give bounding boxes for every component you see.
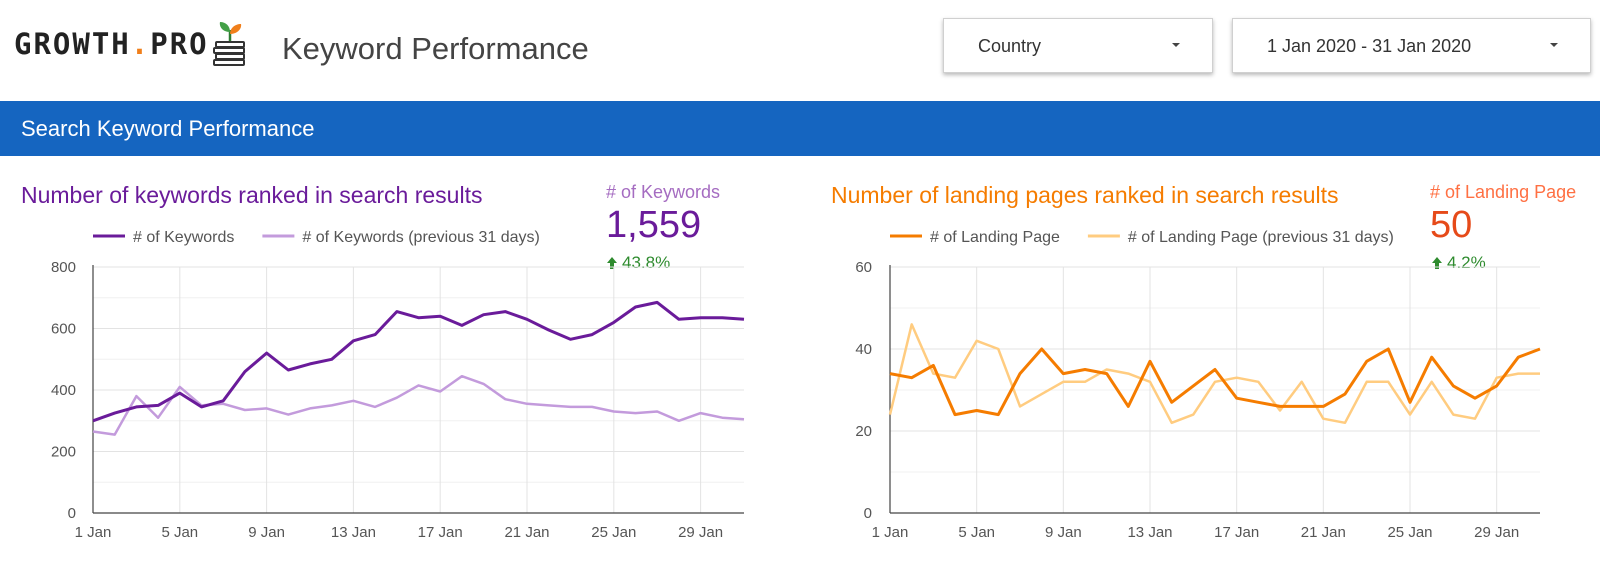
- y-tick-label: 0: [68, 505, 76, 522]
- legend-label: # of Keywords: [133, 229, 234, 246]
- series-line-1: [92, 300, 745, 423]
- landing-page-kpi-value: 50: [1430, 204, 1473, 246]
- x-tick-label: 1 Jan: [75, 524, 112, 541]
- x-tick-label: 5 Jan: [161, 524, 198, 541]
- legend-label: # of Landing Page: [930, 229, 1060, 246]
- x-tick-label: 5 Jan: [958, 524, 995, 541]
- date-range-label: 1 Jan 2020 - 31 Jan 2020: [1267, 36, 1472, 56]
- x-tick-label: 17 Jan: [418, 524, 463, 541]
- series-line-1: [889, 347, 1541, 417]
- x-tick-label: 13 Jan: [1127, 524, 1172, 541]
- country-filter-label: Country: [978, 36, 1042, 56]
- x-tick-label: 21 Jan: [504, 524, 549, 541]
- chevron-down-icon: [1172, 43, 1180, 47]
- page-title: Keyword Performance: [282, 31, 589, 66]
- plant-on-coins-icon: [213, 22, 245, 66]
- legend-label: # of Keywords (previous 31 days): [302, 229, 539, 246]
- arrow-up-icon: [1432, 257, 1442, 269]
- y-tick-label: 20: [855, 423, 872, 440]
- y-tick-label: 400: [51, 382, 76, 399]
- y-tick-label: 0: [864, 505, 872, 522]
- series-line-2: [92, 374, 745, 436]
- section-title: Search Keyword Performance: [21, 116, 315, 141]
- country-filter-dropdown[interactable]: Country: [943, 18, 1213, 73]
- series-line-2: [888, 323, 1540, 425]
- x-tick-label: 1 Jan: [872, 524, 909, 541]
- keywords-kpi-value: 1,559: [606, 204, 702, 246]
- keywords-chart-title: Number of keywords ranked in search resu…: [21, 182, 483, 208]
- x-tick-label: 25 Jan: [1387, 524, 1432, 541]
- chevron-down-icon: [1550, 43, 1558, 47]
- keywords-kpi-label: # of Keywords: [606, 182, 721, 202]
- y-tick-label: 800: [51, 259, 76, 276]
- date-range-picker[interactable]: 1 Jan 2020 - 31 Jan 2020: [1232, 18, 1591, 73]
- y-tick-label: 40: [855, 341, 872, 358]
- x-tick-label: 29 Jan: [678, 524, 723, 541]
- x-tick-label: 25 Jan: [591, 524, 636, 541]
- y-tick-label: 200: [51, 444, 76, 461]
- landing-page-kpi-label: # of Landing Page: [1430, 182, 1577, 202]
- arrow-up-icon: [607, 257, 617, 269]
- x-tick-label: 17 Jan: [1214, 524, 1259, 541]
- keywords-chart: 0 200 400 600 800 1 Jan 5 Jan 9 Jan 13 Jan 17 Jan…: [51, 229, 745, 541]
- brand-logo[interactable]: GROWTH.PRO: [14, 27, 209, 61]
- x-tick-label: 9 Jan: [248, 524, 285, 541]
- y-tick-label: 600: [51, 321, 76, 338]
- top-bar: GROWTH.PRO Keyword Performance Country 1…: [0, 0, 1600, 100]
- x-tick-label: 21 Jan: [1301, 524, 1346, 541]
- landing-pages-chart-title: Number of landing pages ranked in search…: [831, 182, 1339, 208]
- x-tick-label: 13 Jan: [331, 524, 376, 541]
- landing-pages-chart: 0 20 40 60 1 Jan 5 Jan 9 Jan 13 Jan 17 Jan 21 Jan…: [855, 229, 1541, 541]
- x-tick-label: 9 Jan: [1045, 524, 1082, 541]
- legend-label: # of Landing Page (previous 31 days): [1128, 229, 1394, 246]
- section-header: Search Keyword Performance: [0, 101, 1600, 156]
- logo-dot: .: [130, 27, 151, 61]
- x-tick-label: 29 Jan: [1474, 524, 1519, 541]
- y-tick-label: 60: [855, 259, 872, 276]
